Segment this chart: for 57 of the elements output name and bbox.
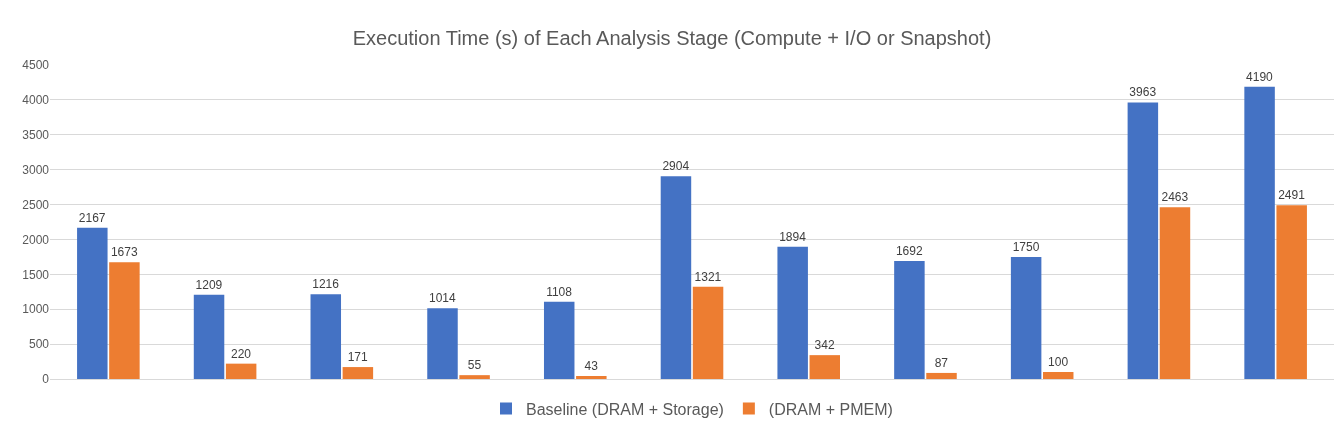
bar xyxy=(1159,207,1191,379)
y-tick-label: 0 xyxy=(42,372,50,387)
data-label: 1014 xyxy=(428,291,457,306)
data-label: 55 xyxy=(467,358,482,373)
legend-label: Baseline (DRAM + Storage) xyxy=(526,400,724,418)
data-label: 1321 xyxy=(694,269,722,284)
bar xyxy=(310,294,342,379)
chart-title: Execution Time (s) of Each Analysis Stage (Compute + I/O or Snapshot) xyxy=(352,26,992,49)
data-label: 4190 xyxy=(1246,69,1274,84)
bar xyxy=(576,376,607,379)
bar xyxy=(1042,372,1074,379)
bar xyxy=(660,176,692,379)
data-label: 1673 xyxy=(110,245,138,260)
y-tick-label: 4000 xyxy=(22,93,50,108)
bar xyxy=(193,294,225,379)
bar xyxy=(1276,205,1307,379)
data-label: 171 xyxy=(347,350,369,365)
y-tick-label: 1500 xyxy=(22,267,50,282)
data-label: 1216 xyxy=(312,277,340,292)
data-label: 1108 xyxy=(546,284,573,299)
data-label: 1692 xyxy=(895,243,923,258)
data-label: 3963 xyxy=(1129,85,1157,100)
bar xyxy=(77,227,108,379)
data-label: 220 xyxy=(230,346,252,361)
bar xyxy=(427,308,458,379)
data-label: 2904 xyxy=(662,159,690,174)
data-label: 342 xyxy=(814,338,835,353)
y-tick-label: 3500 xyxy=(22,127,50,142)
y-tick-label: 4500 xyxy=(22,58,50,73)
y-tick-label: 2500 xyxy=(22,197,50,212)
bar xyxy=(777,246,808,379)
y-tick-label: 500 xyxy=(28,337,50,352)
data-label: 1209 xyxy=(195,277,223,292)
y-tick-label: 3000 xyxy=(22,162,50,177)
bar xyxy=(894,260,925,379)
data-label: 43 xyxy=(584,359,599,373)
bar xyxy=(543,301,575,379)
data-label: 1894 xyxy=(779,229,807,244)
data-label: 87 xyxy=(934,355,949,370)
data-label: 100 xyxy=(1048,355,1069,370)
bar xyxy=(1010,256,1042,379)
y-tick-label: 1000 xyxy=(22,302,50,317)
data-label: 2167 xyxy=(78,210,106,225)
bar xyxy=(342,367,374,379)
bar xyxy=(809,355,841,379)
bar xyxy=(1244,86,1275,379)
bar xyxy=(1127,102,1159,379)
data-label: 2491 xyxy=(1278,188,1306,203)
bar xyxy=(109,262,140,379)
bar xyxy=(225,363,257,379)
data-label: 1750 xyxy=(1012,239,1040,254)
legend-label: (DRAM + PMEM) xyxy=(768,400,893,418)
bar xyxy=(459,375,490,379)
data-label: 2463 xyxy=(1161,190,1189,205)
bar xyxy=(692,286,724,379)
bar xyxy=(926,372,957,379)
y-tick-label: 2000 xyxy=(22,232,50,247)
